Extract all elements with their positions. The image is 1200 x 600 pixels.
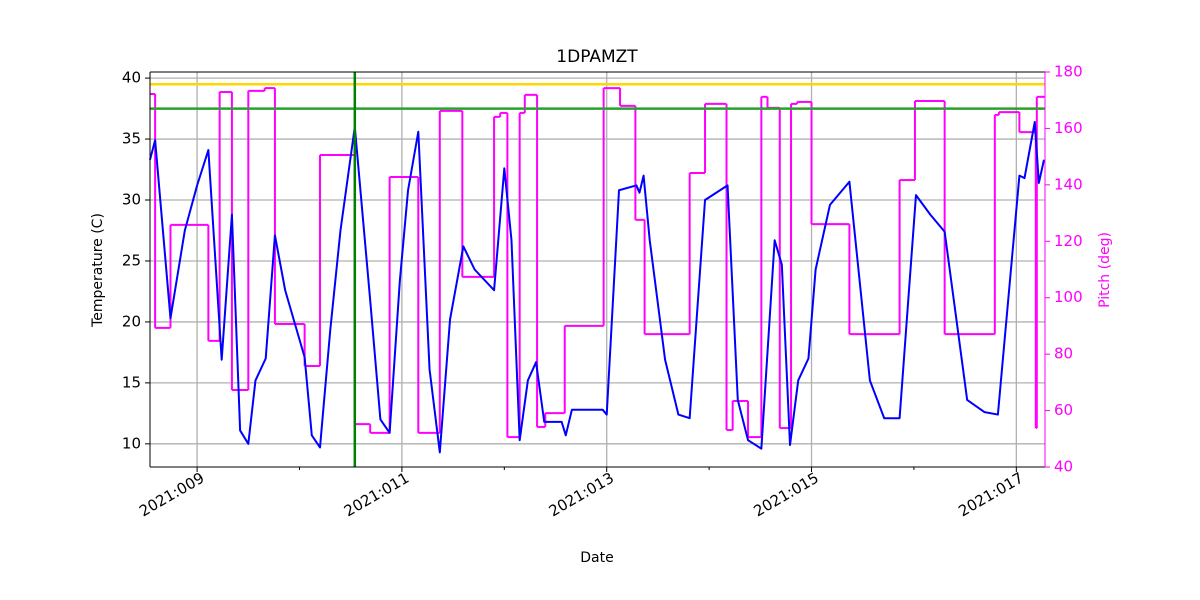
x-tick-label: 2021:011 bbox=[341, 469, 412, 521]
chart-title: 1DPAMZT bbox=[556, 47, 638, 67]
y-tick-label: 10 bbox=[122, 434, 141, 452]
y2-tick-label: 140 bbox=[1054, 175, 1083, 193]
y-tick-label: 30 bbox=[122, 191, 141, 209]
y2-axis-label: Pitch (deg) bbox=[1097, 232, 1113, 308]
x-axis-label: Date bbox=[580, 550, 613, 566]
y-axis-label: Temperature (C) bbox=[90, 213, 106, 328]
x-tick-label: 2021:015 bbox=[751, 469, 822, 521]
y-tick-label: 40 bbox=[122, 69, 141, 87]
x-tick-label: 2021:017 bbox=[955, 469, 1026, 521]
x-tick-label: 2021:009 bbox=[136, 469, 207, 521]
y-tick-label: 15 bbox=[122, 373, 141, 391]
y-tick-label: 20 bbox=[122, 312, 141, 330]
y2-tick-label: 80 bbox=[1054, 345, 1073, 363]
y2-tick-label: 100 bbox=[1054, 288, 1083, 306]
y2-tick-label: 60 bbox=[1054, 401, 1073, 419]
y2-tick-label: 160 bbox=[1054, 119, 1083, 137]
step-end bbox=[1042, 95, 1045, 98]
y-tick-label: 25 bbox=[122, 251, 141, 269]
y2-tick-label: 120 bbox=[1054, 232, 1083, 250]
y2-tick-label: 180 bbox=[1054, 63, 1083, 81]
line-series bbox=[149, 120, 1045, 454]
x-tick-label: 2021:013 bbox=[546, 469, 617, 521]
y2-tick-label: 40 bbox=[1054, 458, 1073, 476]
y-tick-label: 35 bbox=[122, 130, 141, 148]
